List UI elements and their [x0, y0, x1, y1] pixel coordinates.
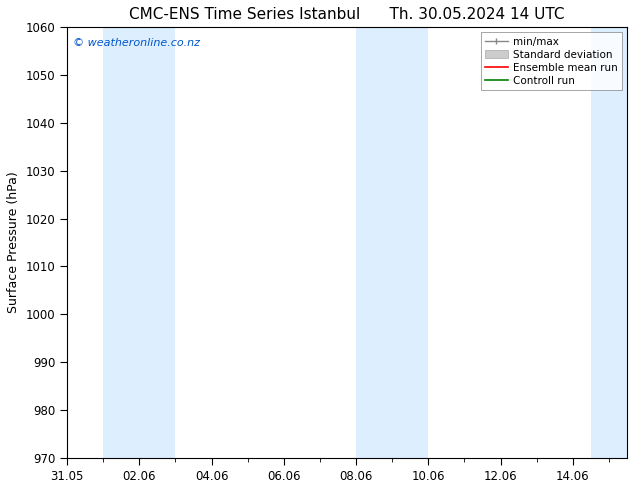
Y-axis label: Surface Pressure (hPa): Surface Pressure (hPa) [7, 172, 20, 313]
Text: © weatheronline.co.nz: © weatheronline.co.nz [73, 38, 200, 48]
Bar [103, 27, 176, 458]
Legend: min/max, Standard deviation, Ensemble mean run, Controll run: min/max, Standard deviation, Ensemble me… [481, 32, 622, 90]
Bar [591, 27, 627, 458]
Title: CMC-ENS Time Series Istanbul      Th. 30.05.2024 14 UTC: CMC-ENS Time Series Istanbul Th. 30.05.2… [129, 7, 565, 22]
Bar [356, 27, 429, 458]
